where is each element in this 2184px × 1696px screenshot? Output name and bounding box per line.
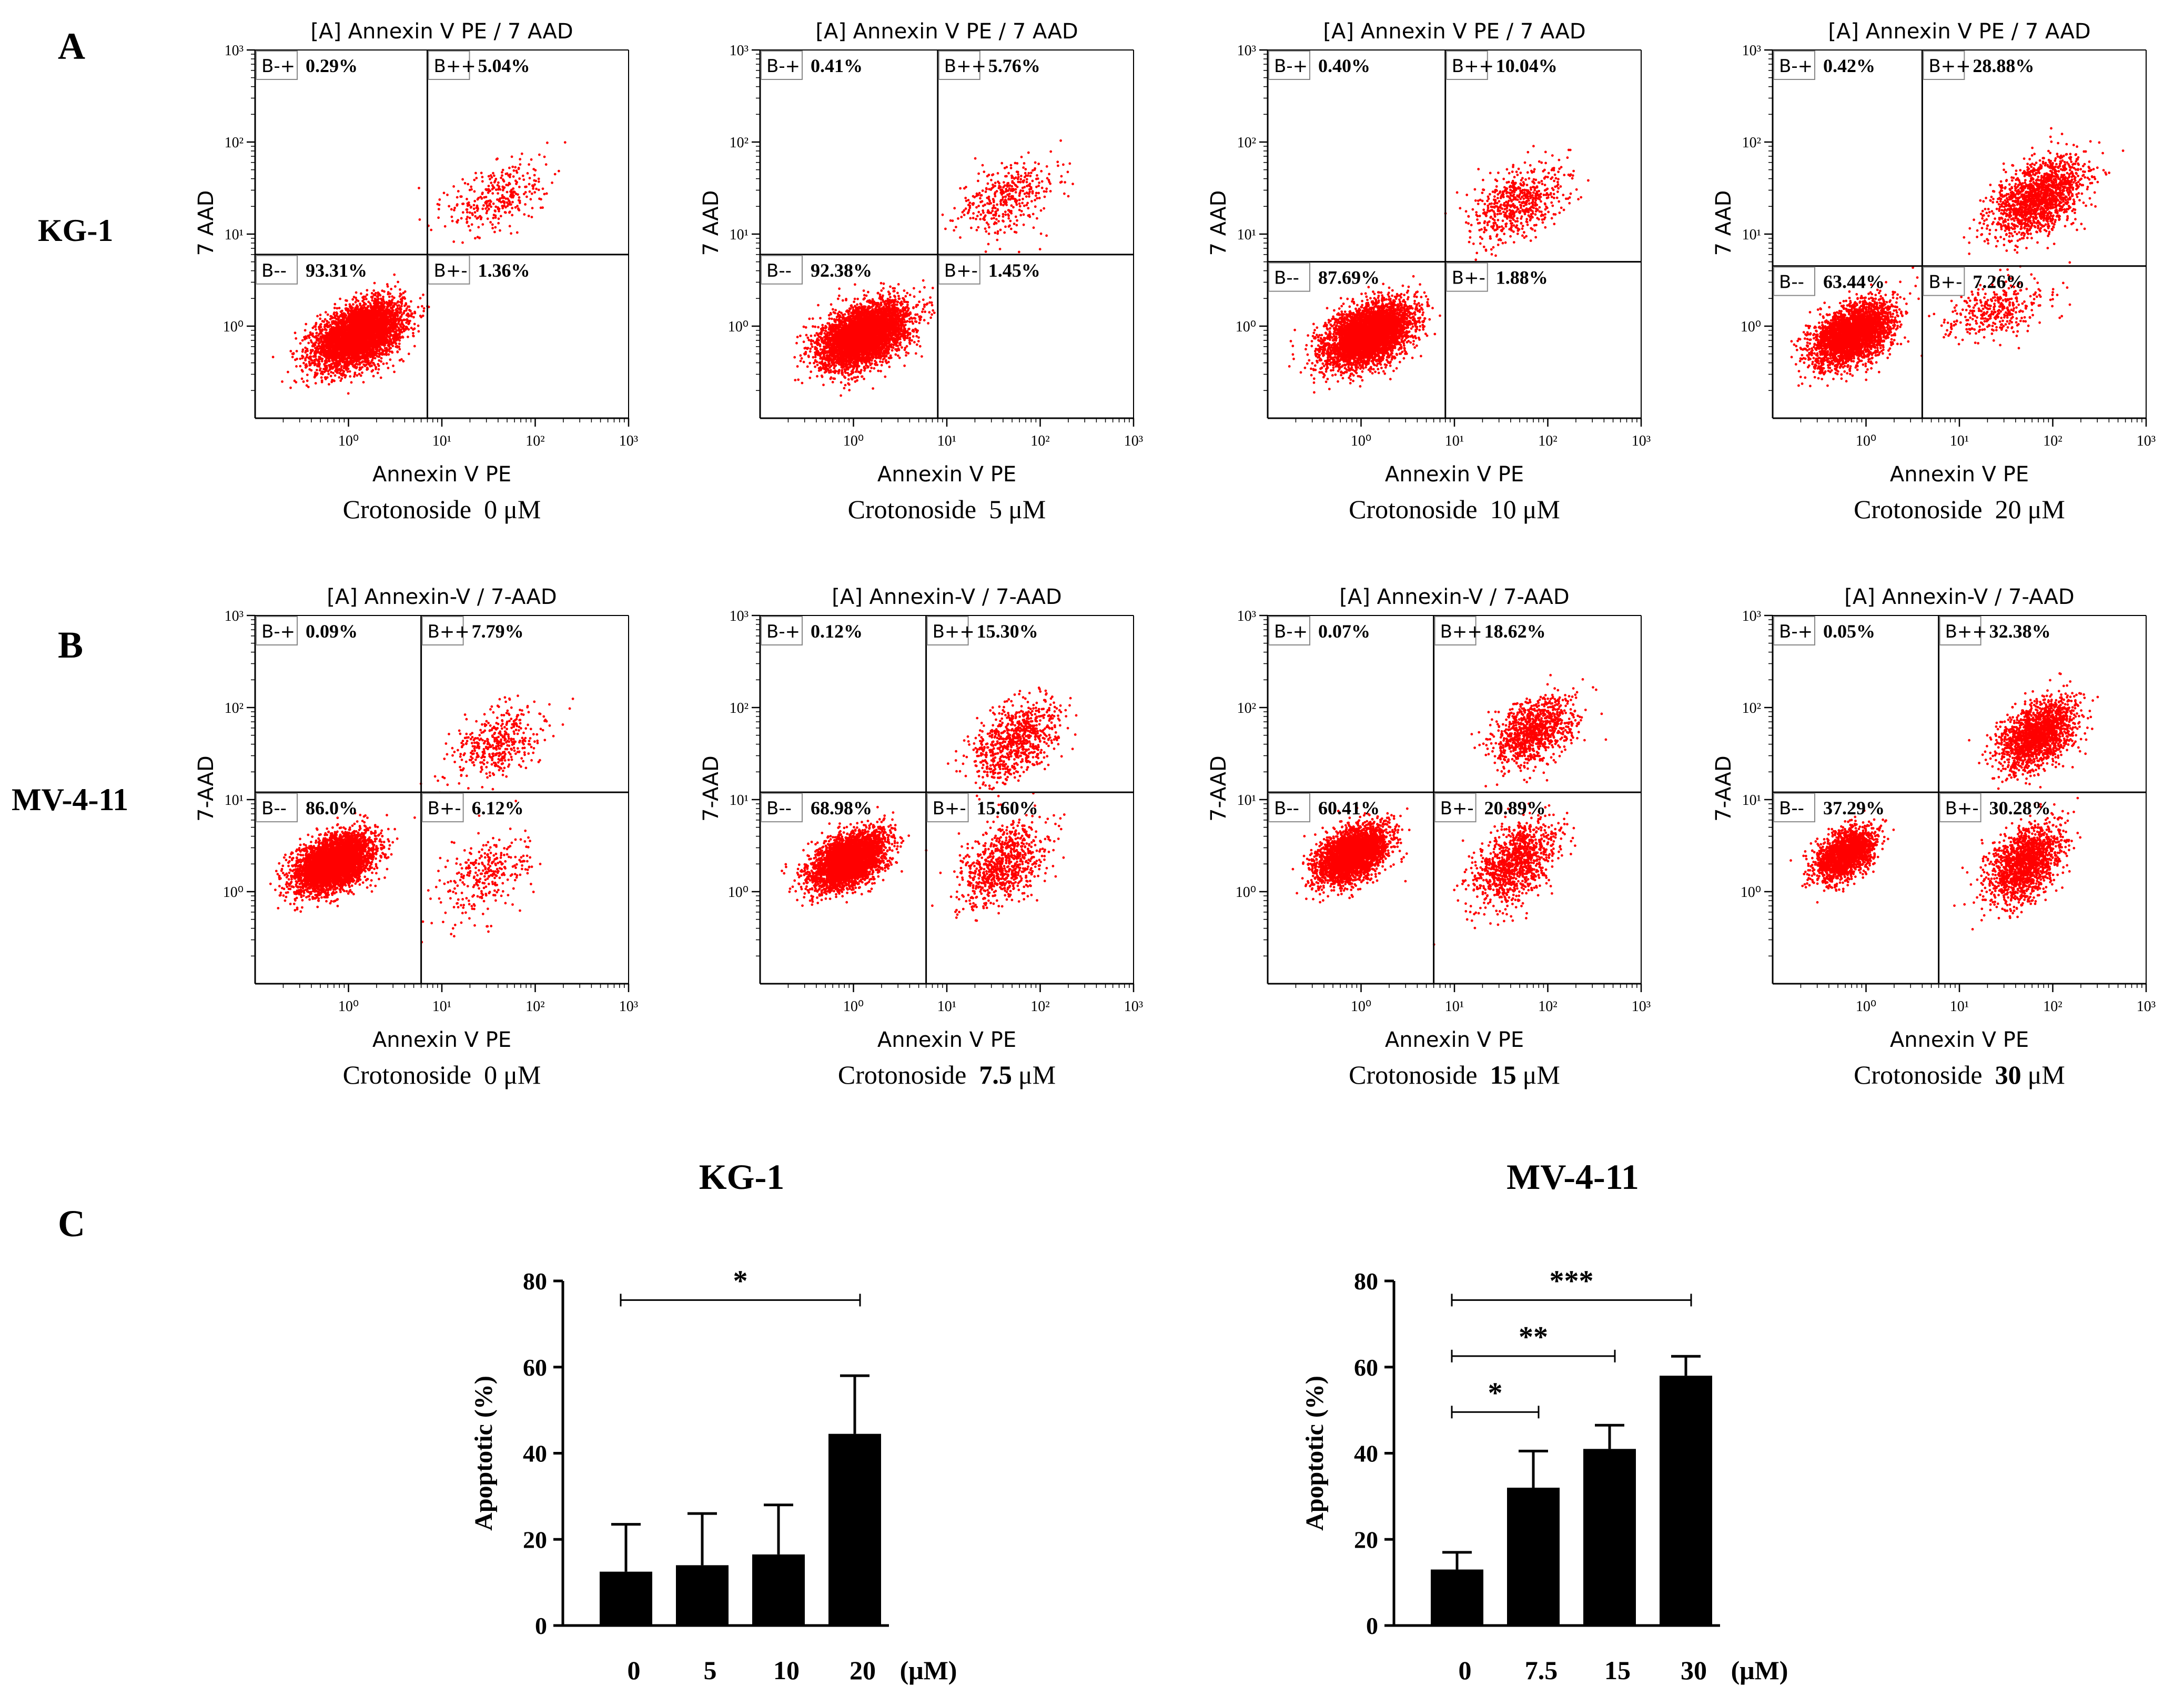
scatter-point (338, 376, 340, 379)
scatter-point (387, 367, 390, 369)
scatter-point (422, 294, 424, 296)
scatter-point (316, 369, 318, 371)
scatter-point (347, 392, 350, 395)
scatter-point (389, 350, 391, 353)
scatter-point (289, 387, 292, 389)
scatter-point (320, 376, 323, 379)
scatter-point (419, 315, 422, 317)
scatter-point (378, 368, 380, 371)
scatter-point (393, 274, 396, 276)
scatter-point (418, 330, 420, 333)
scatter-point (390, 288, 392, 290)
scatter-point (301, 355, 304, 357)
scatter-point (407, 336, 409, 338)
scatter-point (417, 325, 420, 327)
scatter-point (371, 296, 374, 298)
scatter-point (402, 360, 405, 362)
scatter-point (336, 311, 338, 314)
row-label-mv411: MV-4-11 (12, 782, 128, 817)
flow-cytometry-panels: [A] Annexin V PE / 7 AAD10⁰10⁰10¹10¹10²1… (194, 19, 2156, 1089)
scatter-point (338, 307, 341, 309)
scatter-point (324, 376, 327, 379)
scatter-point (308, 337, 311, 339)
panel-label-a: A (58, 25, 85, 67)
scatter-point (304, 338, 306, 340)
scatter-point (412, 316, 415, 319)
scatter-point (349, 370, 351, 373)
scatter-point (307, 342, 310, 345)
scatter-point (333, 307, 336, 309)
scatter-point (272, 356, 275, 358)
scatter-point (315, 382, 317, 385)
scatter-point (299, 358, 301, 360)
flow-panel-a1: [A] Annexin V PE / 7 AAD10⁰10⁰10¹10¹10²1… (194, 19, 638, 524)
scatter-point (329, 324, 331, 326)
scatter-point (336, 307, 338, 310)
scatter-point (389, 292, 391, 295)
row-label-kg1: KG-1 (38, 213, 113, 248)
panel-label-c: C (58, 1203, 85, 1245)
scatter-point (314, 326, 317, 328)
scatter-point (388, 296, 391, 298)
figure-canvas: A B C KG-1 MV-4-11 [A] Annexin V PE / 7 … (0, 0, 2184, 1696)
panel-label-b: B (58, 624, 83, 666)
flow-title: [A] Annexin V PE / 7 AAD (310, 19, 573, 44)
scatter-point (312, 355, 315, 358)
scatter-point (352, 303, 355, 306)
